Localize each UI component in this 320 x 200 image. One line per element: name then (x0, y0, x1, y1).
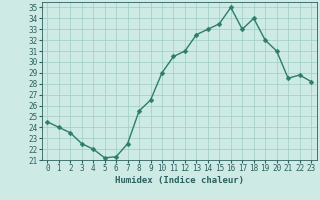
X-axis label: Humidex (Indice chaleur): Humidex (Indice chaleur) (115, 176, 244, 185)
